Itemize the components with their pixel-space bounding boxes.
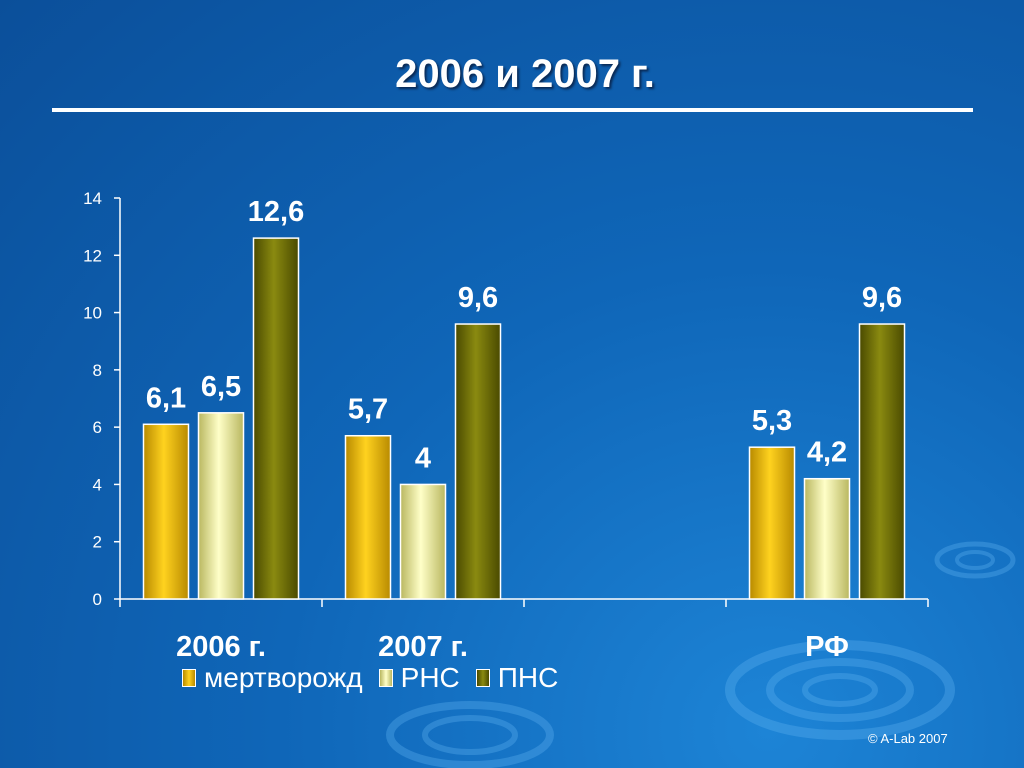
- slide-title: 2006 и 2007 г.: [395, 52, 655, 96]
- bar-2-3: [858, 323, 906, 600]
- y-tick-label: 2: [93, 533, 102, 552]
- x-category-label: РФ: [805, 631, 849, 663]
- title-divider: [52, 108, 973, 112]
- chart-legend: мертворожд РНС ПНС: [182, 660, 564, 696]
- legend-label-pns: ПНС: [497, 662, 559, 693]
- bar-1-0: [197, 412, 245, 600]
- data-label: 4,2: [807, 437, 847, 469]
- legend-swatch-rns: [378, 669, 393, 687]
- data-label: 9,6: [458, 282, 498, 314]
- bar-1-1: [399, 483, 447, 600]
- legend-item-stillbirth: мертворожд: [182, 662, 363, 694]
- data-label: 12,6: [248, 196, 304, 228]
- data-label: 6,1: [146, 382, 186, 414]
- data-label: 5,7: [348, 394, 388, 426]
- legend-label-stillbirth: мертворожд: [204, 662, 363, 693]
- bar-0-1: [344, 434, 392, 600]
- y-tick-label: 12: [83, 246, 102, 265]
- y-tick-label: 6: [93, 418, 102, 437]
- legend-swatch-pns: [475, 669, 490, 687]
- y-tick-label: 4: [93, 475, 102, 494]
- bar-2-0: [252, 237, 300, 600]
- data-label: 9,6: [862, 282, 902, 314]
- y-tick-label: 14: [83, 189, 102, 208]
- bar-0-3: [748, 446, 796, 600]
- legend-label-rns: РНС: [400, 662, 460, 693]
- bar-0-0: [142, 423, 190, 600]
- legend-item-rns: РНС: [378, 662, 460, 694]
- data-label: 4: [415, 442, 431, 474]
- legend-item-pns: ПНС: [475, 662, 559, 694]
- data-label: 6,5: [201, 371, 241, 403]
- y-tick-label: 8: [93, 361, 102, 380]
- y-tick-label: 10: [83, 304, 102, 323]
- data-label: 5,3: [752, 405, 792, 437]
- legend-swatch-stillbirth: [182, 669, 196, 687]
- x-category-label: 2007 г.: [378, 631, 468, 663]
- bar-2-1: [454, 323, 502, 600]
- x-category-label: 2006 г.: [176, 631, 266, 663]
- bar-1-3: [803, 477, 851, 600]
- y-tick-label: 0: [93, 590, 102, 609]
- copyright-text: © A-Lab 2007: [868, 731, 948, 746]
